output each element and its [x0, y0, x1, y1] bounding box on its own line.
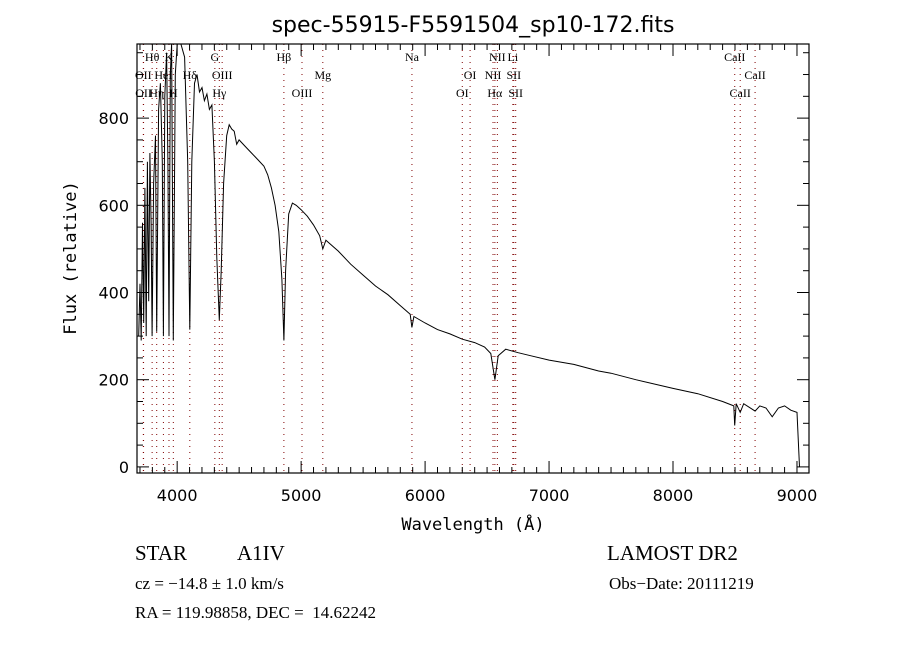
- x-tick-label: 9000: [777, 486, 818, 505]
- y-tick-label: 800: [98, 109, 129, 128]
- x-tick-label: 8000: [653, 486, 694, 505]
- line-label: CaII: [744, 68, 765, 82]
- line-label: HeI: [154, 68, 172, 82]
- line-label: OIII: [212, 68, 233, 82]
- axis-ticks: 4000 5000 6000 7000 8000 9000 0 200 400 600 800: [98, 44, 817, 505]
- spectrum-line: [138, 43, 800, 467]
- y-tick-label: 400: [98, 284, 129, 303]
- line-label: SII: [507, 68, 522, 82]
- line-label: Hα: [487, 86, 503, 100]
- line-label: K: [165, 50, 174, 64]
- x-tick-label: 5000: [281, 486, 322, 505]
- line-label: OI: [456, 86, 469, 100]
- x-tick-label: 7000: [529, 486, 570, 505]
- line-label: Hβ: [277, 50, 292, 64]
- line-label: Hδ: [183, 68, 198, 82]
- line-label: Li: [508, 50, 519, 64]
- x-tick-label: 4000: [157, 486, 198, 505]
- obs-date: Obs−Date: 20111219: [609, 574, 754, 593]
- plot-frame: [136, 43, 810, 474]
- object-subclass: A1IV: [237, 541, 285, 565]
- line-label: CaII: [724, 50, 745, 64]
- line-label: Hθ: [145, 50, 160, 64]
- line-label: OIII: [292, 86, 313, 100]
- line-label: OI: [464, 68, 477, 82]
- line-label: OII: [135, 68, 152, 82]
- line-label: Hγ: [212, 86, 227, 100]
- y-tick-label: 200: [98, 371, 129, 390]
- survey-name: LAMOST DR2: [607, 541, 738, 565]
- redshift-text: cz = −14.8 ± 1.0 km/s: [135, 574, 284, 593]
- line-label: SII: [508, 86, 523, 100]
- line-label: Na: [405, 50, 420, 64]
- line-label: NII: [489, 50, 506, 64]
- line-label: NII: [485, 68, 502, 82]
- line-label: CaII: [730, 86, 751, 100]
- line-markers: [142, 44, 756, 473]
- y-axis-label: Flux (relative): [61, 181, 81, 335]
- line-label: H: [169, 86, 178, 100]
- chart-title: spec-55915-F5591504_sp10-172.fits: [272, 13, 675, 38]
- object-class: STAR: [135, 541, 187, 565]
- x-axis-label: Wavelength (Å): [401, 513, 544, 535]
- line-label: Mg: [314, 68, 331, 82]
- y-tick-label: 600: [98, 196, 129, 215]
- line-label: G: [211, 50, 220, 64]
- coordinates: RA = 119.98858, DEC = 14.62242: [135, 603, 376, 622]
- line-label: Hη: [149, 86, 164, 100]
- x-tick-label: 6000: [405, 486, 446, 505]
- y-tick-label: 0: [119, 458, 129, 477]
